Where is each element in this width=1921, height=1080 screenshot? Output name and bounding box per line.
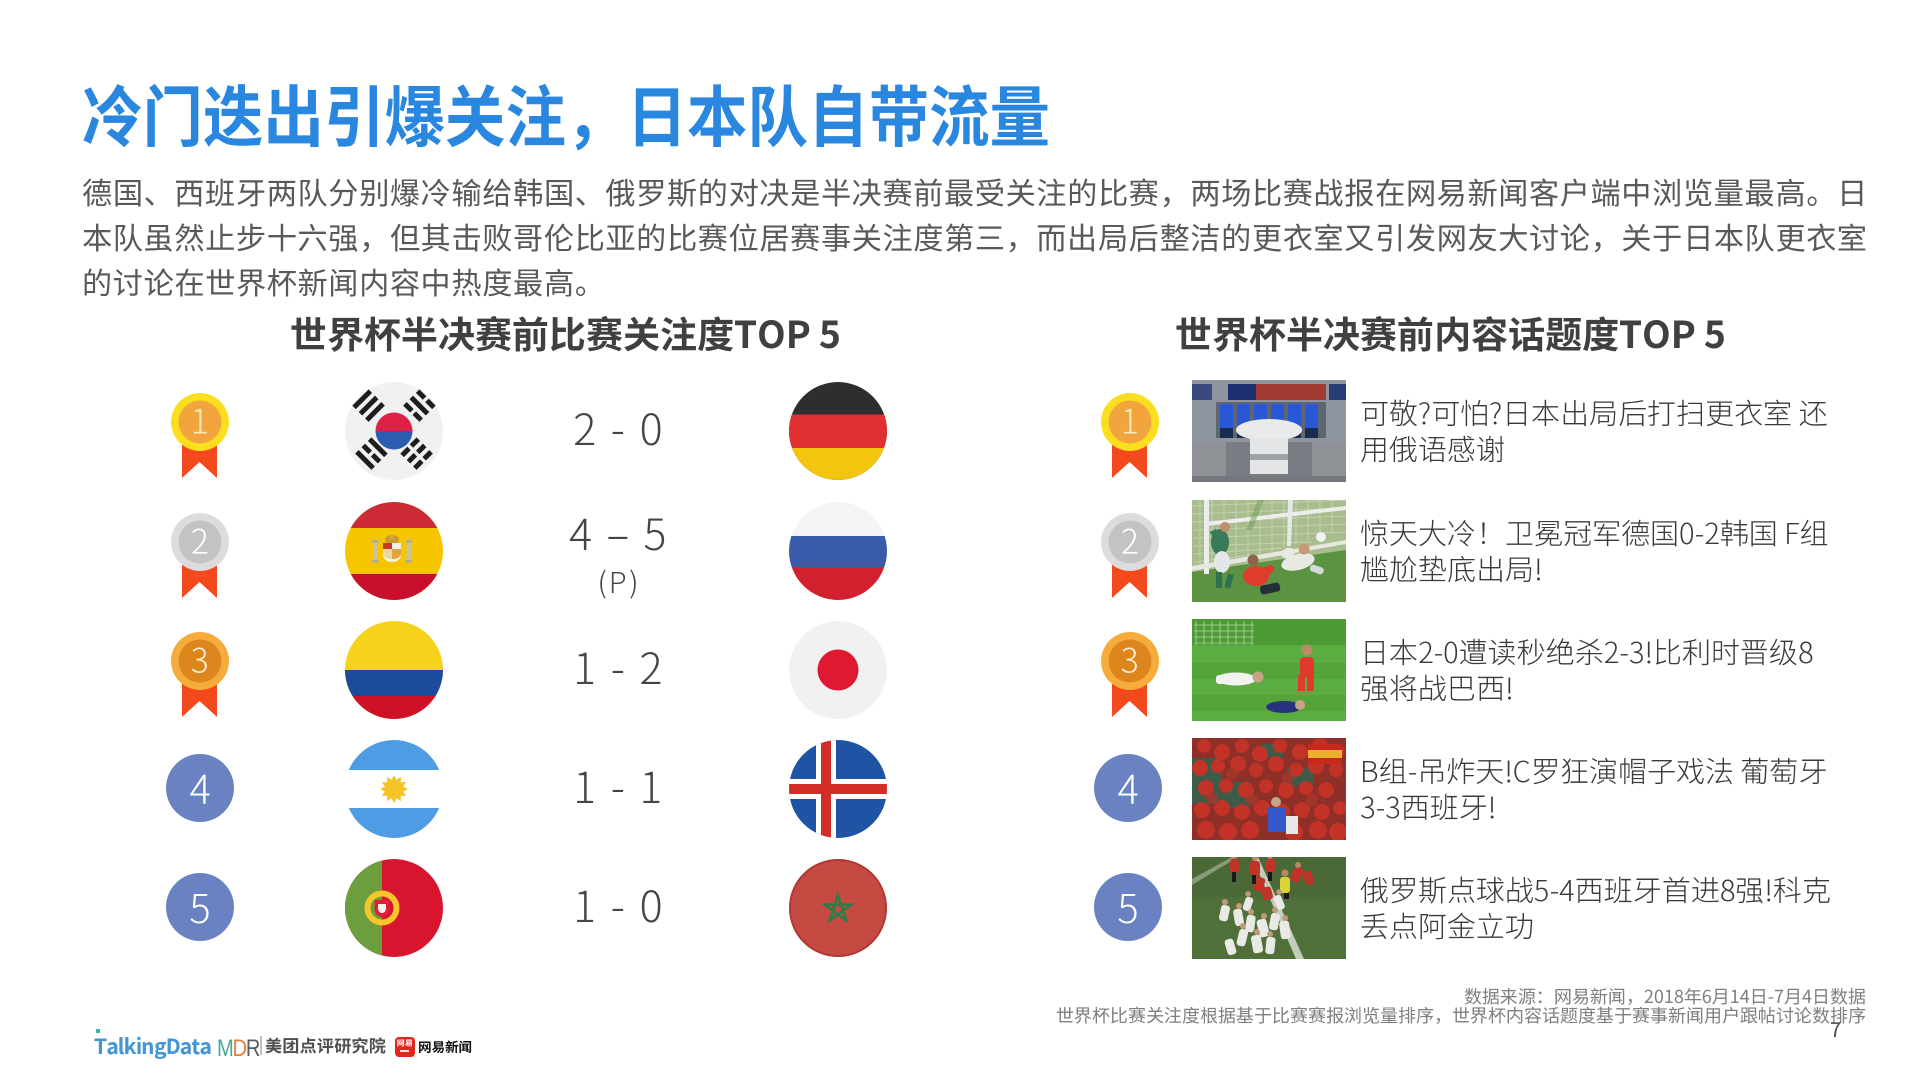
svg-text:1: 1: [191, 395, 209, 444]
svg-text:3: 3: [191, 634, 209, 683]
svg-text:3: 3: [1121, 634, 1139, 683]
svg-text:2: 2: [1121, 515, 1139, 564]
svg-text:1: 1: [1121, 395, 1139, 444]
svg-text:2: 2: [191, 515, 209, 564]
